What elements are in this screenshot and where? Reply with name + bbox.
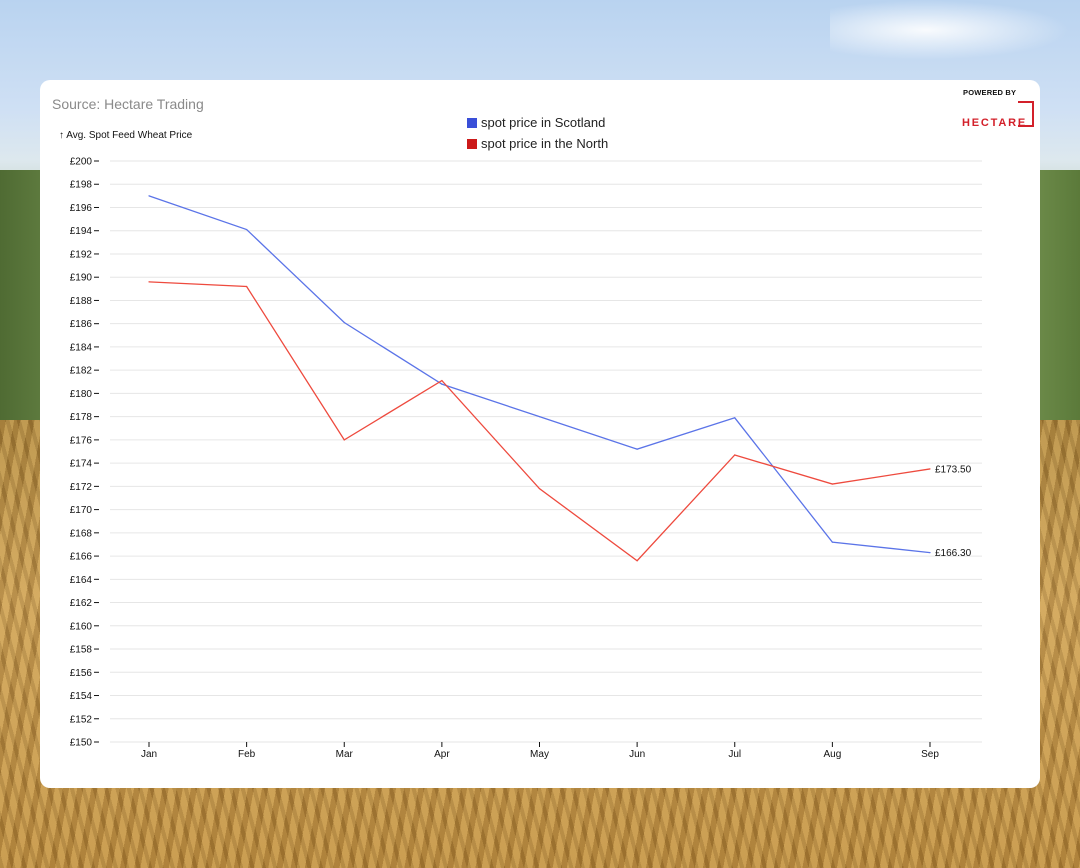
data-point: [636, 448, 638, 450]
y-tick-label: £188: [70, 296, 93, 307]
y-tick-label: £184: [70, 342, 93, 353]
data-point: [441, 383, 443, 385]
y-tick-label: £150: [70, 738, 93, 749]
chart-card: Source: Hectare Trading POWERED BY HECTA…: [40, 80, 1040, 788]
y-tick-label: £162: [70, 598, 93, 609]
x-axis: Jan Feb Mar Apr May Jun Jul Aug Sep: [141, 742, 939, 760]
data-point: [148, 281, 150, 283]
y-tick-label: £168: [70, 528, 93, 539]
x-tick-label-may: May: [530, 749, 549, 760]
x-tick-label-sep: Sep: [921, 749, 939, 760]
data-point: [636, 560, 638, 562]
background-cloud: [830, 0, 1070, 60]
y-tick-label: £200: [70, 157, 93, 168]
y-tick-label: £154: [70, 691, 93, 702]
legend-label-scotland: spot price in Scotland: [481, 115, 606, 130]
y-tick-label: £196: [70, 203, 93, 214]
y-tick-label: £180: [70, 389, 93, 400]
source-note: Source: Hectare Trading: [52, 96, 204, 112]
data-point: [929, 468, 931, 470]
y-tick-label: £174: [70, 459, 93, 470]
legend-label-north: spot price in the North: [481, 136, 609, 151]
y-tick-label: £190: [70, 273, 93, 284]
data-point: [929, 551, 931, 554]
y-tick-label: £182: [70, 366, 93, 377]
hectare-logo: POWERED BY HECTARE: [962, 88, 1034, 129]
x-tick-label-feb: Feb: [238, 749, 256, 760]
logo-frame-icon: [1018, 101, 1034, 127]
series-line-0: [148, 195, 931, 554]
data-point: [538, 416, 541, 418]
y-tick-label: £186: [70, 319, 93, 330]
data-point: [441, 380, 443, 382]
end-label-1: £173.50: [935, 464, 972, 475]
y-axis: £150 £152 £154 £156 £158 £160 £162 £164 £166 £168…: [70, 157, 99, 749]
end-label-0: £166.30: [935, 548, 972, 559]
series-lines: £166.30 £173.50: [148, 195, 972, 562]
x-tick-label-jan: Jan: [141, 749, 157, 760]
data-point: [343, 321, 345, 324]
y-tick-label: £166: [70, 552, 93, 563]
data-point: [246, 285, 248, 288]
y-tick-label: £170: [70, 505, 93, 516]
data-point: [831, 483, 833, 485]
legend-swatch-north: [467, 138, 477, 149]
y-tick-label: £164: [70, 575, 93, 586]
x-tick-label-mar: Mar: [336, 749, 354, 760]
y-tick-label: £158: [70, 645, 93, 656]
logo-wordmark: HECTARE: [962, 117, 1027, 129]
data-point: [734, 417, 736, 419]
x-tick-label-jun: Jun: [629, 749, 645, 760]
y-tick-label: £156: [70, 668, 93, 679]
y-axis-label: ↑ Avg. Spot Feed Wheat Price: [59, 130, 193, 141]
legend-swatch-scotland: [467, 117, 477, 128]
y-tick-label: £152: [70, 714, 93, 725]
y-tick-label: £194: [70, 226, 93, 237]
y-tick-label: £172: [70, 482, 93, 493]
data-point: [246, 228, 248, 231]
y-tick-label: £192: [70, 249, 93, 260]
data-point: [831, 541, 833, 543]
legend-item-north: spot price in the North: [467, 133, 608, 154]
y-tick-label: £160: [70, 621, 93, 632]
data-point: [734, 454, 736, 456]
data-point: [148, 195, 150, 197]
data-point: [538, 488, 541, 490]
y-tick-label: £176: [70, 435, 93, 446]
grid-lines: [110, 160, 982, 743]
x-tick-label-aug: Aug: [823, 749, 841, 760]
x-tick-label-apr: Apr: [434, 749, 450, 760]
data-point: [343, 439, 345, 441]
y-tick-label: £198: [70, 180, 93, 191]
logo-powered-by: POWERED BY: [963, 88, 1017, 97]
y-tick-label: £178: [70, 412, 93, 423]
line-chart: £150 £152 £154 £156 £158 £160 £162 £164 £166 £168…: [59, 130, 982, 760]
chart-legend: spot price in Scotland spot price in the…: [467, 112, 608, 154]
x-tick-label-jul: Jul: [728, 749, 741, 760]
legend-item-scotland: spot price in Scotland: [467, 112, 608, 133]
